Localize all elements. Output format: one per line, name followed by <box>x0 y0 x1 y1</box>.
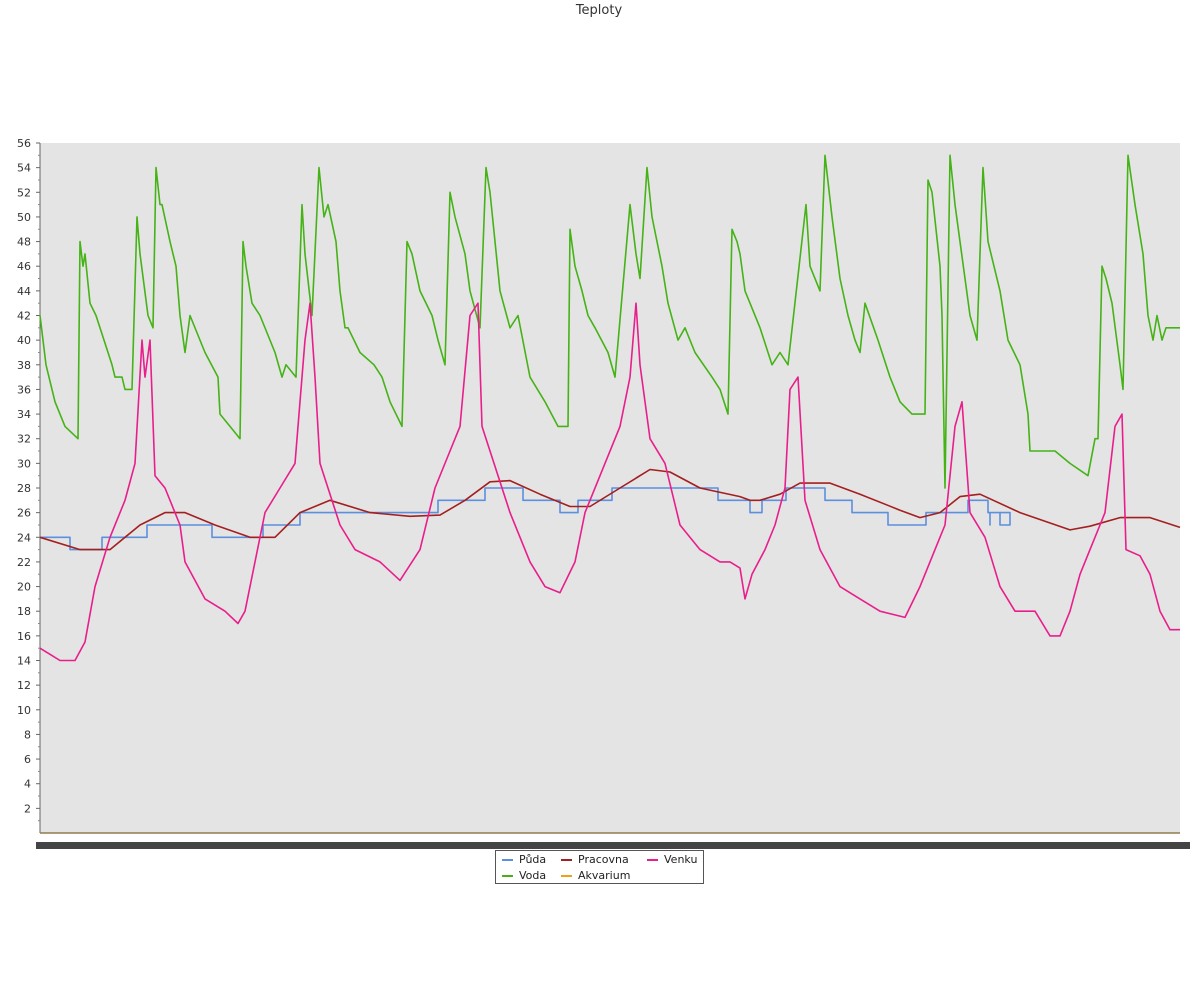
y-tick-label: 12 <box>17 679 31 692</box>
y-tick-label: 44 <box>17 285 31 298</box>
legend-item: Akvarium <box>561 869 630 883</box>
legend-label: Akvarium <box>578 869 631 882</box>
series-line-1 <box>39 154 1180 489</box>
y-tick-label: 52 <box>17 186 31 199</box>
y-tick-label: 40 <box>17 334 31 347</box>
y-tick-label: 28 <box>17 482 31 495</box>
y-tick-label: 2 <box>24 802 31 815</box>
y-tick-label: 10 <box>17 704 31 717</box>
y-tick-label: 32 <box>17 433 31 446</box>
series-line-2 <box>39 468 1181 551</box>
legend: Půda Pracovna Venku Voda Akvarium <box>495 850 704 884</box>
y-tick-label: 54 <box>17 162 31 175</box>
legend-item: Půda <box>502 853 546 867</box>
legend-swatch <box>502 875 513 877</box>
x-axis-tick-band <box>36 842 1190 849</box>
y-tick-label: 34 <box>17 408 31 421</box>
y-tick-label: 26 <box>17 507 31 520</box>
legend-label: Voda <box>519 869 547 882</box>
y-tick-label: 48 <box>17 236 31 249</box>
y-tick-label: 42 <box>17 310 31 323</box>
y-tick-label: 36 <box>17 383 31 396</box>
y-tick-label: 16 <box>17 630 31 643</box>
y-tick-label: 46 <box>17 260 31 273</box>
series-line-4 <box>39 302 1180 662</box>
legend-swatch <box>502 859 513 861</box>
series-line-0 <box>40 487 1011 551</box>
y-tick-label: 22 <box>17 556 31 569</box>
y-tick-label: 4 <box>24 778 31 791</box>
legend-item: Pracovna <box>561 853 629 867</box>
y-tick-label: 50 <box>17 211 31 224</box>
y-tick-label: 20 <box>17 581 31 594</box>
y-tick-label: 56 <box>17 137 31 150</box>
y-axis: 2468101214161820222426283032343638404244… <box>17 137 41 833</box>
legend-swatch <box>647 859 658 861</box>
y-tick-label: 8 <box>24 728 31 741</box>
y-tick-label: 18 <box>17 605 31 618</box>
legend-swatch <box>561 875 572 877</box>
y-tick-label: 14 <box>17 655 31 668</box>
y-tick-label: 6 <box>24 753 31 766</box>
plot-background <box>40 143 1180 833</box>
legend-item: Voda <box>502 869 546 883</box>
legend-item: Venku <box>647 853 697 867</box>
legend-label: Půda <box>519 853 547 866</box>
legend-label: Venku <box>664 853 698 866</box>
y-tick-label: 38 <box>17 359 31 372</box>
legend-swatch <box>561 859 572 861</box>
y-tick-label: 30 <box>17 457 31 470</box>
legend-label: Pracovna <box>578 853 629 866</box>
y-tick-label: 24 <box>17 531 31 544</box>
chart-title: Teploty <box>575 3 623 18</box>
